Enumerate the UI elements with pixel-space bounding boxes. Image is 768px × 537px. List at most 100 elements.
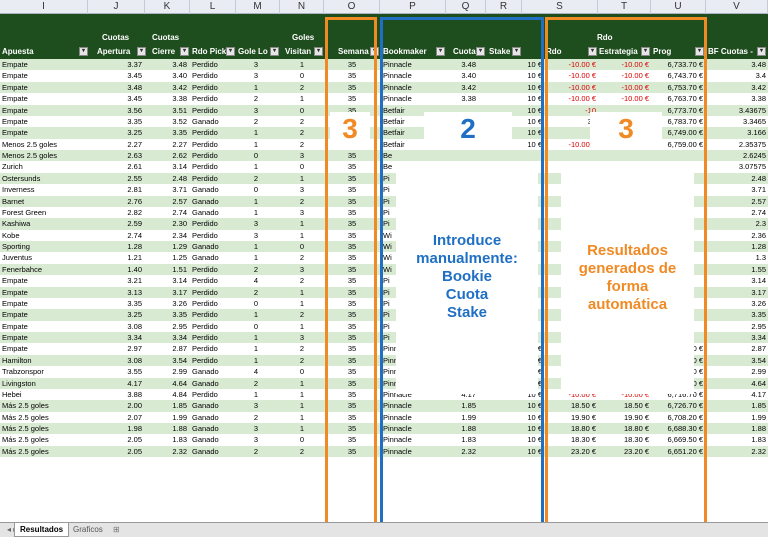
table-cell[interactable]: Perdido [192,276,218,286]
column-letter[interactable]: I [0,0,88,14]
column-letter[interactable]: J [88,0,145,14]
table-cell[interactable]: 35 [347,173,357,183]
table-cell[interactable]: 35 [347,355,357,365]
table-cell[interactable]: Más 2.5 goles [2,424,49,433]
table-cell[interactable]: Sporting [2,242,30,251]
table-cell[interactable]: 10 € [527,71,542,81]
table-cell[interactable]: 1.55 [751,264,766,274]
table-cell[interactable]: 2 [253,116,259,126]
table-cell[interactable]: Empate [2,344,28,354]
column-letter[interactable]: T [598,0,651,14]
table-cell[interactable]: Pinnacle [383,435,412,445]
table-cell[interactable]: Ostersunds [2,173,41,183]
filter-cierre-button[interactable]: ▾ [180,47,189,56]
table-cell[interactable]: 2.81 [127,185,142,195]
table-cell[interactable]: 1 [253,333,259,342]
table-cell[interactable]: 2 [299,196,305,206]
table-cell[interactable]: 35 [347,94,357,104]
table-cell[interactable]: -10.00 € [568,71,596,81]
table-cell[interactable]: 35 [347,60,357,69]
table-cell[interactable]: 4.64 [751,378,766,388]
table-cell[interactable]: Hebei [2,389,22,399]
table-cell[interactable]: 6,783.70 € [667,116,703,126]
table-cell[interactable]: 2.32 [172,446,187,456]
table-cell[interactable]: 35 [347,151,357,160]
table-cell[interactable]: Empate [2,321,28,331]
table-cell[interactable]: 2.36 [751,230,766,240]
table-cell[interactable]: 3.38 [751,94,766,104]
table-cell[interactable]: 3.51 [172,105,187,115]
table-cell[interactable]: Más 2.5 goles [2,401,49,411]
table-cell[interactable]: -10.00 € [621,94,649,104]
table-cell[interactable]: Perdido [192,82,218,92]
table-cell[interactable]: 1 [253,310,259,320]
table-cell[interactable]: 35 [347,82,357,92]
table-cell[interactable]: 0 [253,321,259,331]
table-cell[interactable]: 35 [347,446,357,456]
table-cell[interactable]: Betfair [383,128,405,138]
table-cell[interactable]: Empate [2,82,28,92]
table-cell[interactable]: 1 [299,219,305,229]
table-cell[interactable]: Más 2.5 goles [2,435,49,445]
table-cell[interactable]: Empate [2,287,28,297]
table-cell[interactable]: 1 [253,344,259,354]
table-cell[interactable]: 4.17 [751,389,766,399]
table-cell[interactable]: Pinnacle [383,94,412,104]
table-cell[interactable]: Betfair [383,116,405,126]
table-cell[interactable]: 35 [347,196,357,206]
table-cell[interactable]: 2.59 [127,219,142,229]
table-cell[interactable]: 3.42 [751,82,766,92]
table-cell[interactable]: 3.21 [127,276,142,286]
table-cell[interactable]: 3.48 [461,60,476,69]
table-cell[interactable]: 18.30 € [570,435,596,445]
table-cell[interactable]: 4 [253,276,259,286]
table-cell[interactable]: 3.34 [127,333,142,342]
table-cell[interactable]: Pinnacle [383,389,412,399]
table-cell[interactable]: 3 [253,219,259,229]
table-cell[interactable]: Livingston [2,378,36,388]
table-cell[interactable]: 10 € [527,435,542,445]
filter-estrategia-button[interactable]: ▾ [641,47,650,56]
table-cell[interactable]: 3 [253,71,259,81]
table-cell[interactable]: 4.17 [461,389,476,399]
table-cell[interactable]: Empate [2,310,28,320]
table-cell[interactable]: 4.17 [127,378,142,388]
table-cell[interactable]: 10 € [527,424,542,433]
table-cell[interactable]: Wi [383,264,392,274]
table-cell[interactable]: 6,749.00 € [667,128,703,138]
table-cell[interactable]: 1 [299,412,305,422]
table-cell[interactable]: Perdido [192,173,218,183]
table-cell[interactable]: 2.74 [172,207,187,217]
table-cell[interactable]: 3 [299,264,305,274]
table-cell[interactable]: 35 [347,105,357,115]
table-cell[interactable]: 1 [253,207,259,217]
table-cell[interactable]: 10 € [527,116,542,126]
table-cell[interactable]: 2 [299,446,305,456]
table-cell[interactable]: 10 € [527,94,542,104]
table-cell[interactable]: 35 [347,162,357,172]
table-cell[interactable]: Empate [2,71,28,81]
table-cell[interactable]: 3.43675 [738,105,766,115]
table-cell[interactable]: 2.87 [751,344,766,354]
table-cell[interactable]: 35 [347,219,357,229]
table-cell[interactable]: Betfair [383,105,405,115]
table-cell[interactable]: 6,759.00 € [667,139,703,149]
table-cell[interactable]: 3.25 [127,310,142,320]
table-cell[interactable]: 2.35375 [738,139,766,149]
table-cell[interactable]: 35 [347,276,357,286]
table-cell[interactable]: Más 2.5 goles [2,412,49,422]
table-cell[interactable]: Ganado [192,116,219,126]
table-cell[interactable]: 3 [253,424,259,433]
table-cell[interactable]: 6,669.50 € [667,435,703,445]
table-cell[interactable]: 4 [253,367,259,377]
table-cell[interactable]: 6,651.20 € [667,446,703,456]
table-cell[interactable]: 3.45 [127,71,142,81]
table-cell[interactable]: 3.13 [127,287,142,297]
table-cell[interactable]: Empate [2,276,28,286]
table-cell[interactable]: Empate [2,94,28,104]
filter-rdo-button[interactable]: ▾ [588,47,597,56]
table-cell[interactable]: 6,763.70 € [667,94,703,104]
table-cell[interactable]: 3.48 [751,60,766,69]
table-cell[interactable]: 1 [253,389,259,399]
table-cell[interactable]: 35 [347,389,357,399]
